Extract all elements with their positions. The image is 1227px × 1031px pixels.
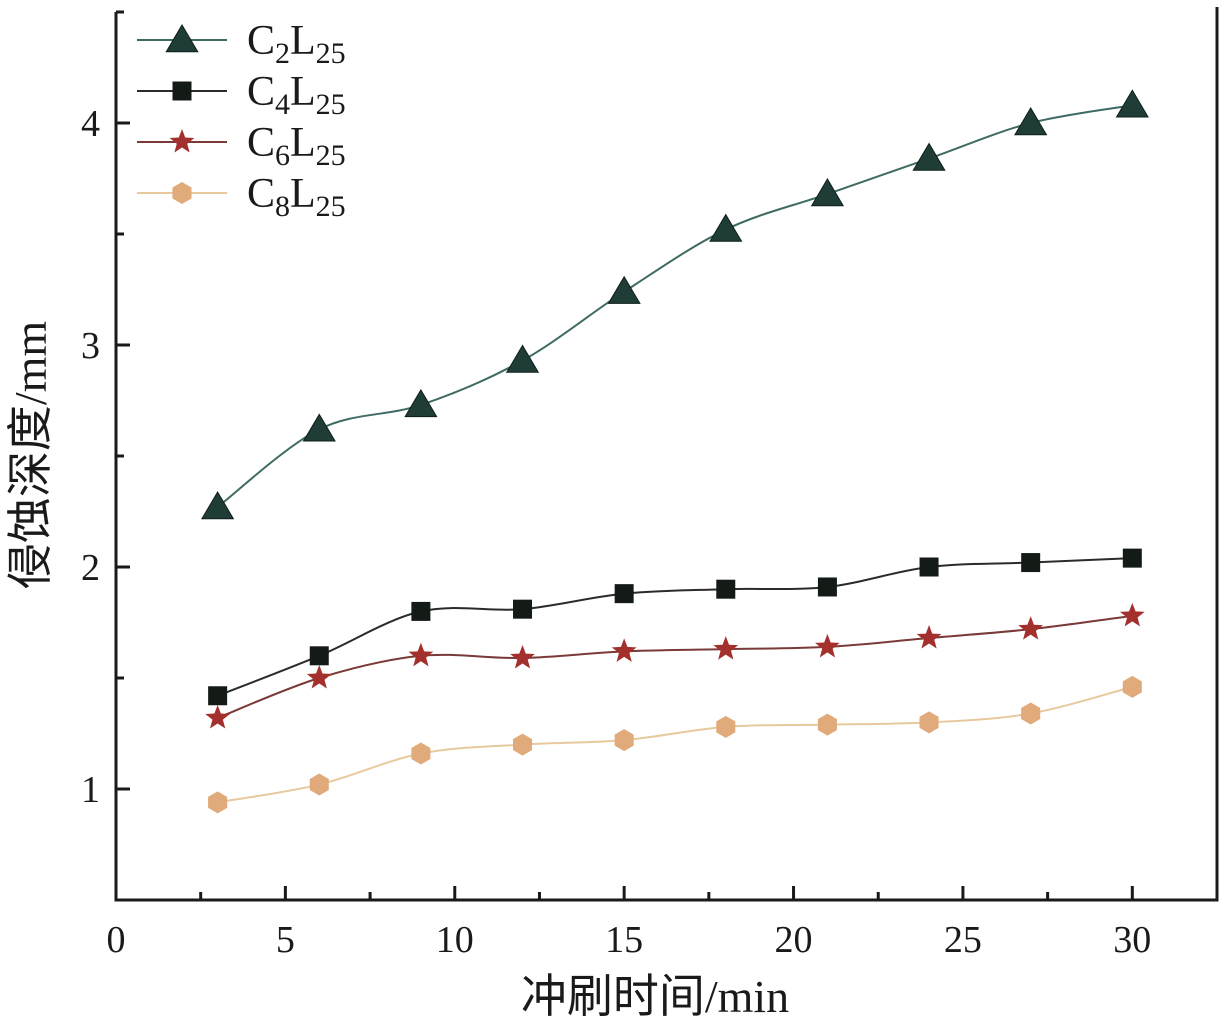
- y-tick-label: 4: [81, 103, 100, 145]
- data-point: [614, 729, 634, 752]
- data-point: [205, 704, 230, 729]
- data-point: [815, 633, 840, 658]
- legend-marker: [165, 24, 199, 53]
- x-tick-label: 30: [1113, 919, 1151, 961]
- data-point: [404, 388, 438, 418]
- y-tick-label: 2: [81, 547, 100, 589]
- legend-marker: [169, 129, 195, 153]
- legend-item-C8L25: C8L25: [137, 171, 346, 223]
- data-point: [201, 491, 235, 520]
- legend-item-C6L25: C6L25: [137, 120, 346, 172]
- series-layer: [201, 89, 1149, 814]
- data-point: [505, 344, 540, 373]
- data-point: [306, 665, 332, 689]
- axes: 0 5 10 15 20 25 30 1 2 3 4: [81, 7, 1219, 961]
- data-point: [513, 733, 533, 756]
- y-axis-title: 侵蚀深度/mm: [5, 321, 56, 590]
- data-point: [510, 645, 535, 669]
- x-tick-label: 25: [944, 919, 982, 961]
- data-point: [716, 715, 736, 738]
- x-tick-label: 15: [605, 919, 643, 961]
- data-point: [912, 142, 946, 171]
- series-C8L25: [208, 675, 1142, 814]
- data-point: [614, 584, 634, 604]
- data-point: [408, 642, 434, 667]
- data-point: [1021, 553, 1041, 573]
- legend-label: C6L25: [247, 120, 346, 172]
- data-point: [817, 713, 837, 736]
- data-point: [713, 636, 739, 660]
- series-line: [217, 104, 1133, 508]
- data-point: [611, 638, 637, 662]
- y-tick-label: 1: [81, 769, 100, 811]
- series-line: [217, 614, 1133, 719]
- data-point: [1018, 616, 1044, 640]
- legend-label: C2L25: [247, 18, 346, 70]
- data-point: [1014, 107, 1048, 136]
- series-line: [217, 557, 1133, 697]
- data-point: [208, 686, 228, 706]
- data-point: [411, 601, 431, 621]
- x-axis-title: 冲刷时间/min: [521, 971, 789, 1022]
- data-point: [411, 742, 431, 765]
- data-point: [1119, 602, 1145, 627]
- data-point: [1115, 89, 1149, 118]
- data-point: [309, 773, 329, 796]
- legend-label: C8L25: [247, 171, 346, 223]
- data-point: [817, 577, 837, 597]
- data-point: [919, 711, 939, 734]
- data-point: [302, 413, 336, 442]
- y-tick-label: 3: [81, 325, 100, 367]
- legend-label: C4L25: [247, 69, 346, 121]
- data-point: [607, 275, 641, 304]
- legend-marker: [172, 81, 192, 101]
- data-point: [709, 213, 743, 242]
- data-point: [513, 599, 533, 619]
- series-line: [217, 685, 1133, 804]
- data-point: [716, 579, 736, 599]
- x-tick-label: 5: [276, 919, 295, 961]
- data-point: [810, 178, 845, 207]
- series-C4L25: [208, 548, 1142, 706]
- legend-marker: [172, 182, 192, 204]
- legend-item-C2L25: C2L25: [137, 18, 346, 70]
- data-point: [916, 625, 942, 649]
- series-C2L25: [201, 89, 1149, 520]
- x-tick-label: 20: [775, 919, 813, 961]
- data-point: [309, 646, 329, 666]
- legend-item-C4L25: C4L25: [137, 69, 346, 121]
- series-C6L25: [205, 602, 1145, 729]
- x-tick-label: 0: [107, 919, 126, 961]
- data-point: [919, 557, 939, 577]
- data-point: [1122, 675, 1142, 698]
- data-point: [208, 791, 228, 814]
- data-point: [1122, 548, 1142, 568]
- data-point: [1021, 702, 1041, 725]
- x-tick-label: 10: [436, 919, 474, 961]
